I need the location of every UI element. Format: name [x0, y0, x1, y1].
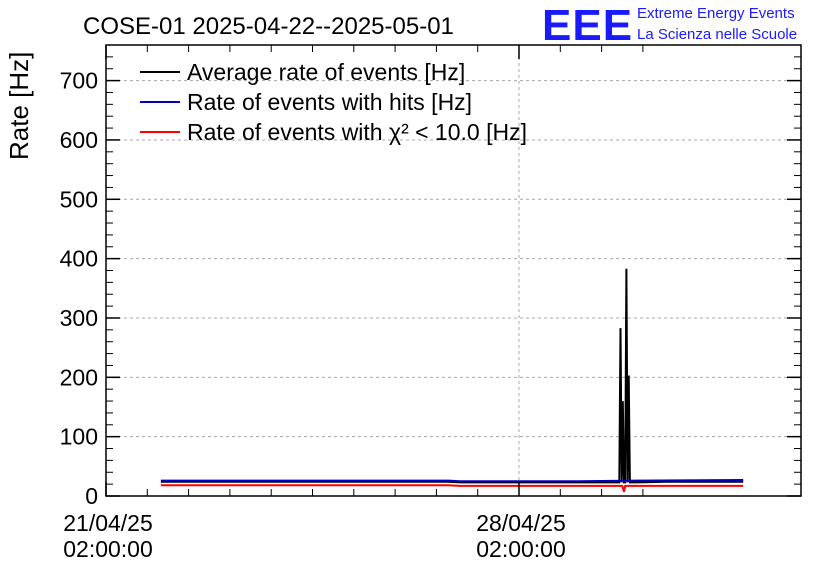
x-tick-label-time: 02:00:00 [476, 536, 566, 562]
x-tick-label-date: 21/04/25 [63, 510, 153, 536]
y-tick-label: 0 [85, 483, 98, 509]
x-tick-label-time: 02:00:00 [63, 536, 153, 562]
legend-label-2: Rate of events with hits [Hz] [187, 89, 472, 115]
y-tick-label: 300 [60, 305, 98, 331]
legend: Average rate of events [Hz] Rate of event… [140, 59, 527, 145]
y-tick-label: 100 [60, 424, 98, 450]
y-tick-label: 500 [60, 186, 98, 212]
grid-lines [106, 45, 801, 496]
legend-label-1: Average rate of events [Hz] [187, 59, 465, 85]
series-line-1 [160, 268, 744, 484]
legend-label-3: Rate of events with χ² < 10.0 [Hz] [187, 119, 527, 145]
logo-line1: Extreme Energy Events [637, 5, 795, 22]
y-tick-label: 700 [60, 68, 98, 94]
eee-logo: EEE Extreme Energy Events La Scienza nel… [542, 1, 797, 50]
y-tick-label: 400 [60, 246, 98, 272]
tick-marks [105, 44, 801, 497]
series-lines [160, 268, 744, 493]
series-line-3 [160, 484, 744, 493]
x-tick-label-date: 28/04/25 [476, 510, 566, 536]
y-tick-label: 600 [60, 127, 98, 153]
y-tick-label: 200 [60, 364, 98, 390]
y-tick-labels: 0 100 200 300 400 500 600 700 [60, 68, 98, 509]
logo-line2: La Scienza nelle Scuole [637, 26, 797, 43]
series-line-2 [160, 479, 744, 483]
y-axis-label: Rate [Hz] [4, 52, 34, 160]
chart-title: COSE-01 2025-04-22--2025-05-01 [83, 13, 454, 40]
logo-mark: EEE [542, 1, 633, 50]
